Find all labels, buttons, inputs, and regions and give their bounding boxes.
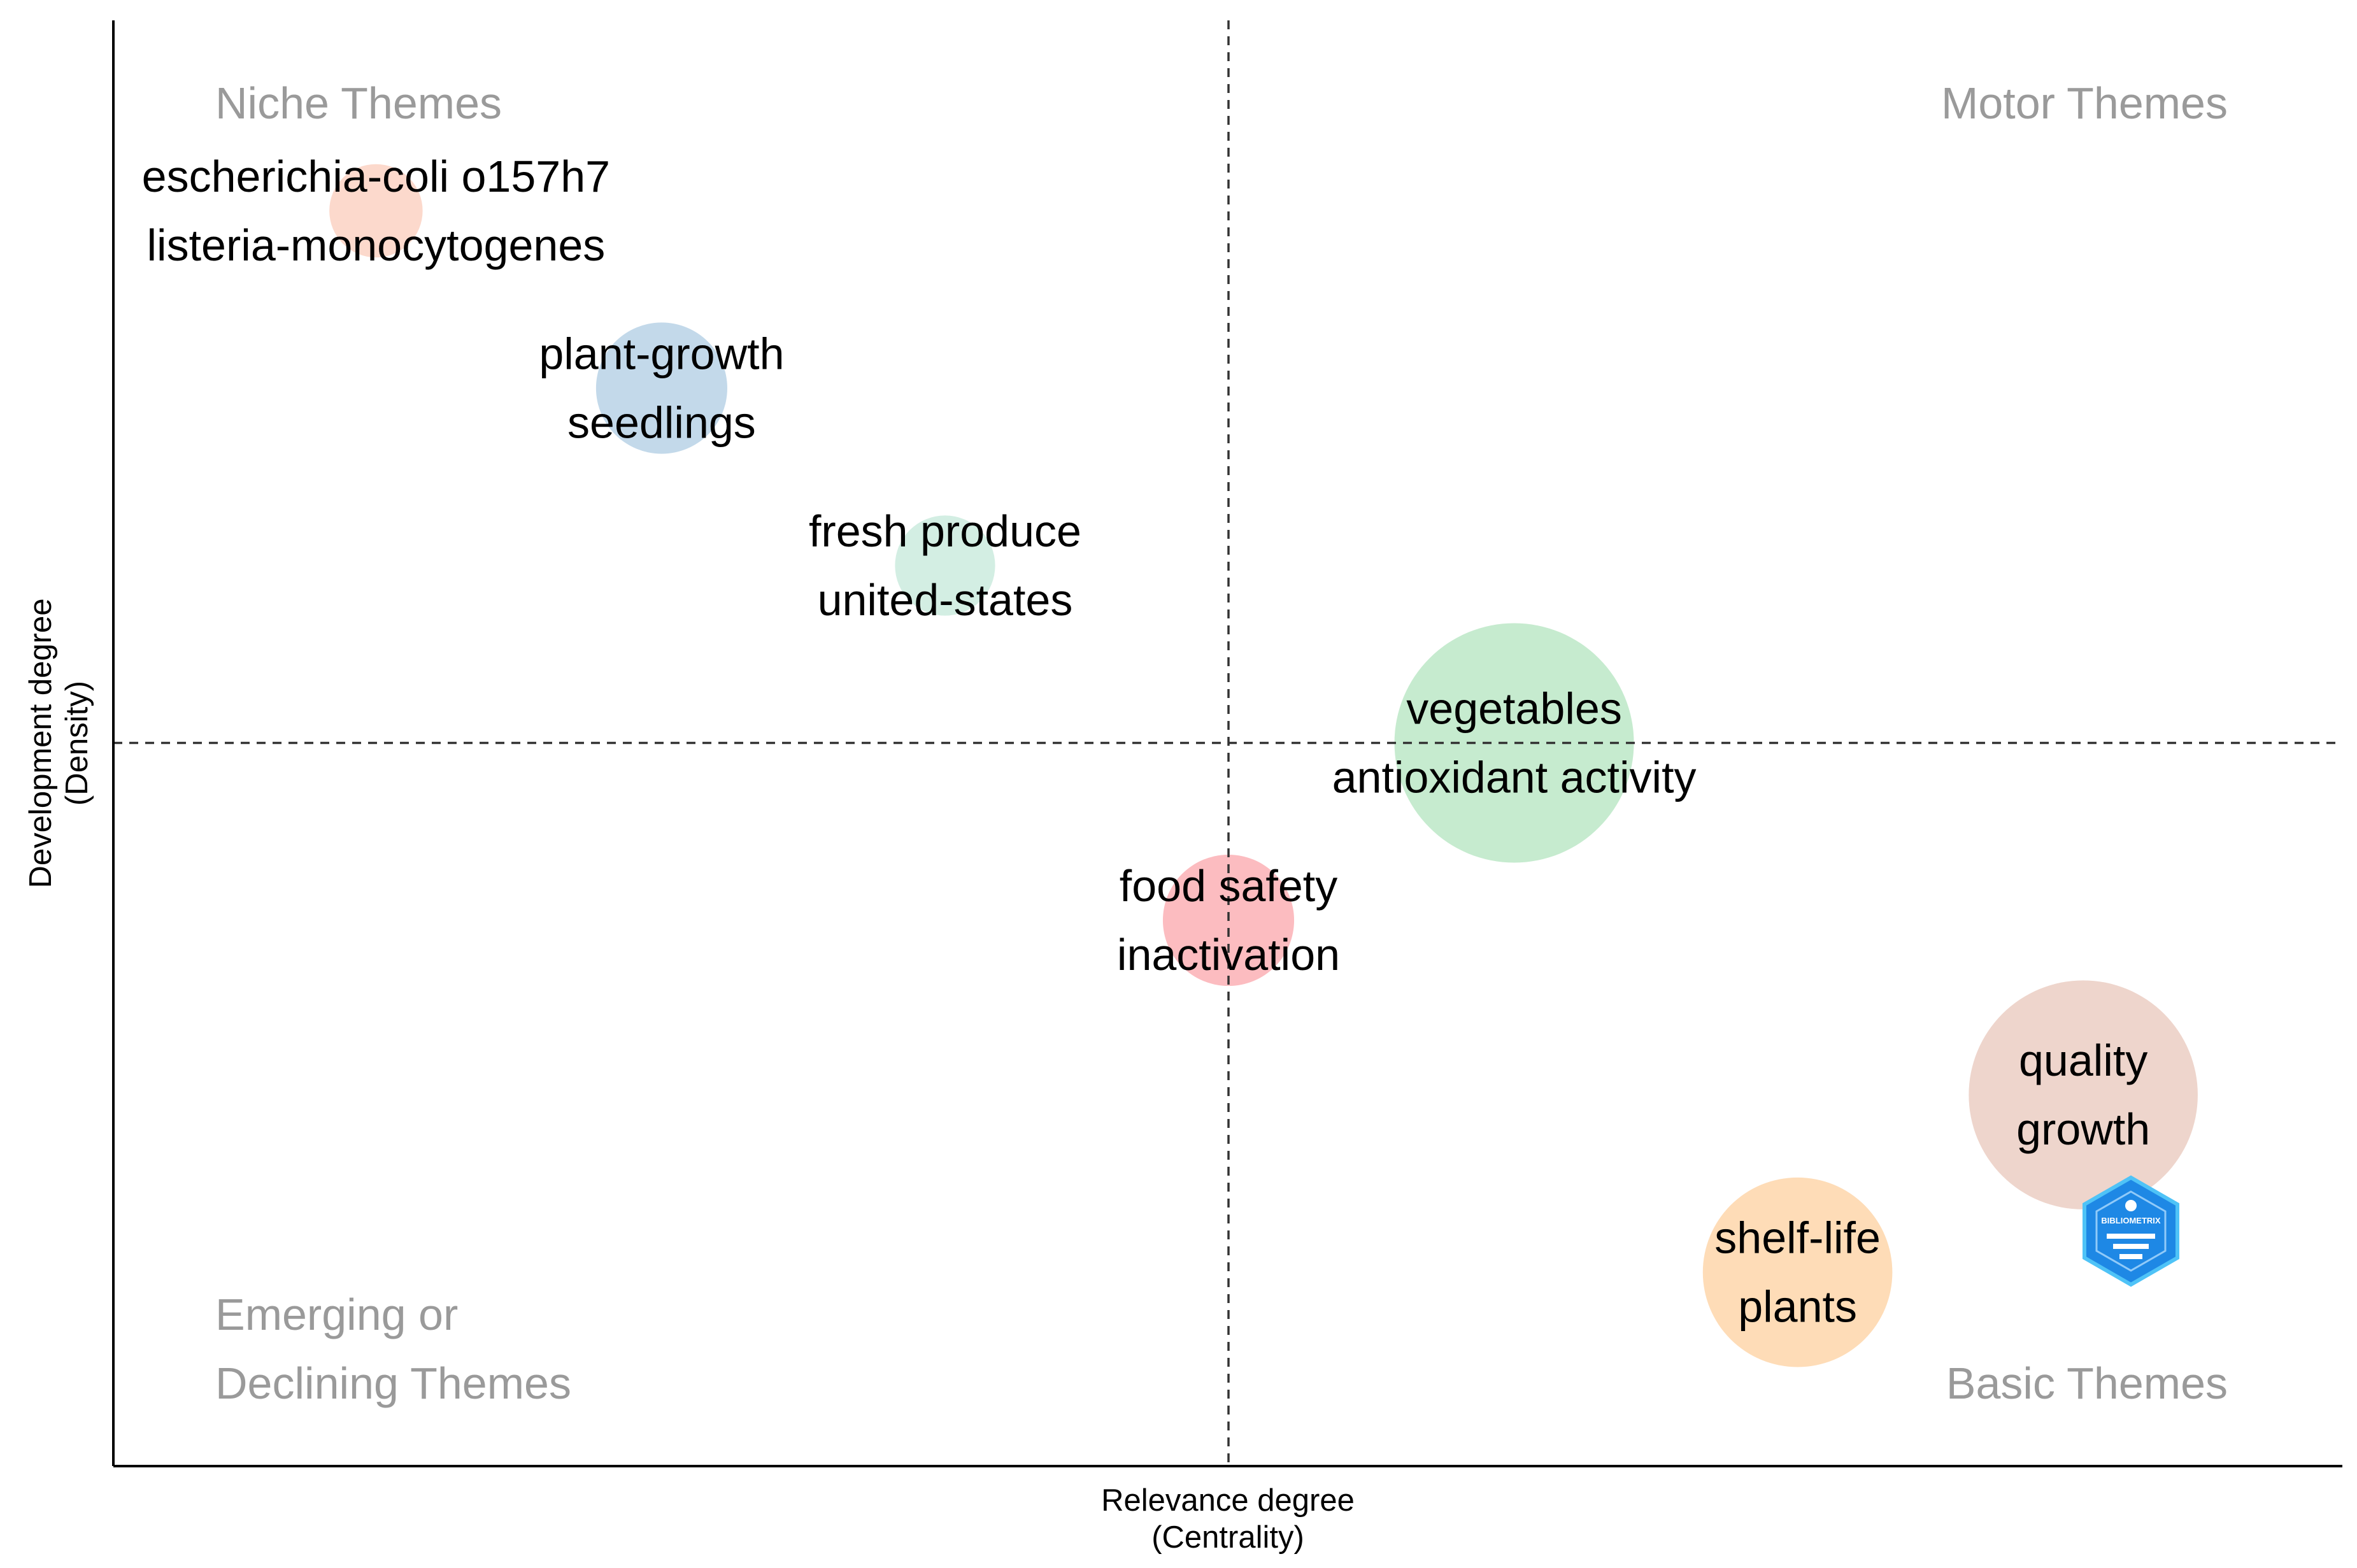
cluster-label: listeria-monocytogenes	[146, 220, 605, 270]
cluster-label: plant-growth	[539, 329, 784, 378]
cluster-label: inactivation	[1117, 930, 1340, 980]
logo-bar-icon	[2119, 1254, 2142, 1259]
quadrant-label-declining: Declining Themes	[215, 1358, 571, 1408]
cluster-label: seedlings	[567, 397, 756, 447]
cluster-bubble	[1394, 623, 1634, 863]
cluster-label: united-states	[818, 575, 1073, 625]
quadrant-label-motor: Motor Themes	[1941, 78, 2228, 128]
cluster-label: antioxidant activity	[1332, 753, 1697, 802]
x-axis-title-line2: (Centrality)	[1151, 1520, 1304, 1555]
cluster-bubble	[1702, 1177, 1893, 1367]
logo-bar-icon	[2113, 1244, 2149, 1249]
quadrant-label-niche: Niche Themes	[215, 78, 502, 128]
logo-dot-icon	[2125, 1200, 2137, 1211]
cluster-label: vegetables	[1406, 684, 1622, 734]
x-axis-title-line1: Relevance degree	[1101, 1483, 1355, 1518]
cluster-bubble	[595, 322, 727, 454]
quadrant-label-basic: Basic Themes	[1946, 1358, 2228, 1408]
cluster-bubble	[1969, 980, 2198, 1209]
cluster-label: shelf-life	[1714, 1213, 1881, 1263]
logo-inner-hexagon-shape	[2095, 1190, 2167, 1272]
cluster-label: food safety	[1120, 861, 1337, 911]
cluster-label: quality	[2019, 1036, 2147, 1085]
logo-watermark-text: BIBLIOMETRIX	[2101, 1216, 2160, 1225]
cluster-labels-layer: escherichia-coli o157h7 listeria-monocyto…	[142, 152, 2151, 1332]
logo-bar-icon	[2107, 1234, 2155, 1239]
cluster-label: escherichia-coli o157h7	[142, 152, 610, 201]
y-axis-title-line1: Development degree	[24, 599, 58, 888]
quadrant-label-emerging: Emerging or	[215, 1290, 458, 1339]
cluster-label: plants	[1738, 1282, 1857, 1332]
cluster-bubble	[329, 164, 423, 258]
cluster-bubble	[895, 515, 995, 616]
y-axis-title-line2: (Density)	[60, 681, 94, 806]
cluster-label: growth	[2016, 1104, 2150, 1154]
bubbles-layer	[329, 164, 2198, 1367]
bibliometrix-logo: BIBLIOMETRIX	[2083, 1175, 2179, 1287]
cluster-label: fresh produce	[809, 506, 1081, 556]
